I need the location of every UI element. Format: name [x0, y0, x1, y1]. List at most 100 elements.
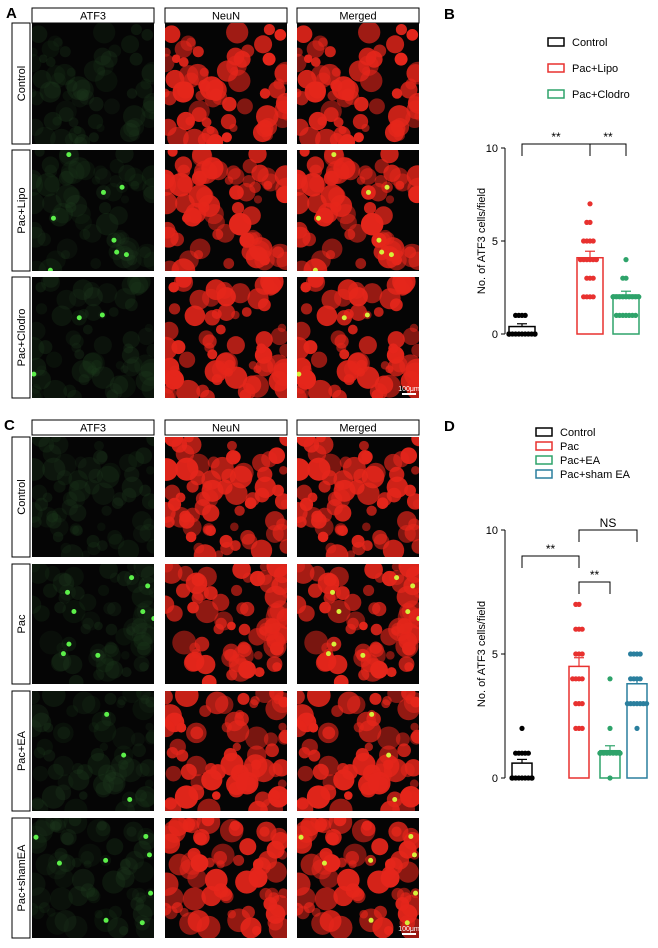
atf3-cell — [76, 315, 82, 321]
neuron — [32, 595, 42, 614]
neuron — [143, 185, 154, 204]
data-point — [628, 651, 634, 657]
atf3-cell — [408, 833, 414, 839]
neuron — [328, 915, 353, 938]
neuron — [41, 40, 60, 58]
neuron — [50, 128, 73, 144]
neuron — [66, 76, 91, 101]
neuron — [361, 451, 373, 463]
neuron — [44, 164, 58, 178]
neuron — [74, 456, 87, 469]
neuron — [359, 168, 377, 185]
neuron — [48, 437, 69, 455]
neuron — [95, 781, 112, 798]
neuron — [211, 308, 222, 320]
neuron — [115, 150, 134, 164]
atf3-cell — [50, 215, 56, 221]
micrograph — [297, 277, 419, 398]
neuron — [263, 732, 278, 747]
neuron — [44, 565, 61, 582]
neuron — [331, 67, 341, 77]
neuron — [229, 820, 240, 831]
y-tick-label: 0 — [492, 773, 498, 785]
neuron — [133, 564, 154, 578]
neuron — [40, 277, 61, 292]
neuron — [53, 63, 76, 86]
neuron — [32, 712, 52, 733]
neuron — [49, 207, 69, 227]
atf3-cell — [325, 651, 331, 657]
neuron — [311, 250, 331, 271]
neuron — [61, 832, 74, 845]
neuron — [351, 534, 365, 548]
neuron — [93, 774, 115, 796]
neuron — [199, 67, 209, 77]
neuron — [240, 601, 255, 617]
neuron — [130, 732, 145, 747]
neuron — [65, 330, 82, 346]
neuron — [140, 78, 152, 90]
neuron — [121, 487, 137, 503]
neuron — [83, 860, 92, 869]
data-point — [636, 294, 642, 300]
micrograph — [297, 564, 419, 684]
neuron — [279, 343, 287, 357]
neuron — [135, 447, 153, 465]
neuron — [345, 623, 356, 635]
neuron — [404, 662, 414, 672]
neuron — [120, 195, 130, 204]
neuron — [301, 738, 318, 756]
neuron — [360, 658, 385, 682]
neuron — [42, 193, 62, 214]
neuron — [72, 279, 94, 300]
micrograph — [297, 23, 419, 144]
neuron — [318, 480, 331, 493]
neuron — [108, 533, 125, 550]
neuron — [73, 136, 88, 144]
column-header: Merged — [339, 423, 376, 435]
neuron — [79, 89, 95, 105]
neuron — [57, 774, 74, 791]
neuron — [206, 136, 221, 144]
neuron — [131, 618, 148, 635]
neuron — [104, 641, 117, 654]
neuron — [237, 642, 252, 658]
neuron — [115, 237, 140, 261]
atf3-cell — [65, 589, 71, 595]
neuron — [32, 169, 42, 190]
neuron — [100, 50, 118, 68]
neuron — [66, 67, 76, 77]
neuron — [179, 907, 189, 917]
neuron — [297, 564, 306, 573]
neuron — [389, 298, 403, 312]
neuron — [179, 351, 196, 368]
neuron — [371, 838, 389, 856]
neuron — [35, 303, 48, 315]
neuron — [130, 180, 140, 190]
neuron — [105, 763, 128, 785]
neuron — [32, 260, 47, 271]
neuron — [32, 336, 45, 361]
neuron — [32, 357, 47, 377]
neuron — [260, 277, 284, 294]
neuron — [387, 691, 407, 704]
neuron — [404, 759, 419, 777]
micrograph — [32, 437, 154, 557]
atf3-cell — [410, 583, 416, 589]
neuron — [326, 832, 339, 845]
neuron — [126, 887, 140, 901]
column-header-box — [164, 419, 288, 436]
neuron — [334, 334, 349, 349]
atf3-cell — [139, 920, 145, 926]
neuron — [72, 762, 84, 775]
neuron — [144, 779, 154, 789]
neuron — [132, 743, 146, 758]
neuron — [121, 476, 144, 498]
neuron — [54, 910, 77, 932]
neuron — [94, 440, 104, 451]
neuron — [320, 100, 342, 122]
atf3-cell — [32, 371, 37, 377]
neuron — [38, 902, 50, 914]
neuron — [239, 838, 257, 856]
